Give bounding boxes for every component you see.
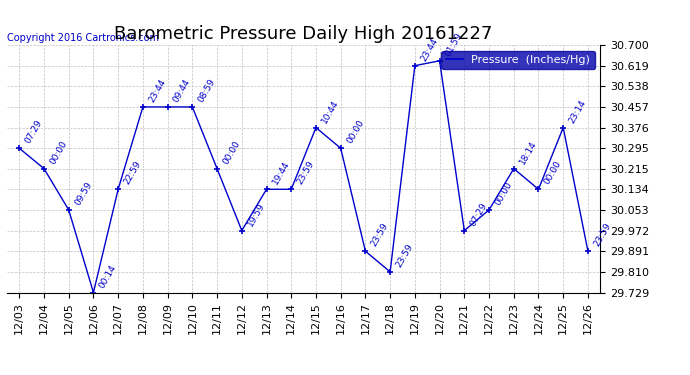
Text: 23:59: 23:59 (592, 222, 613, 248)
Text: 07:29: 07:29 (469, 201, 489, 228)
Text: 23:59: 23:59 (295, 160, 316, 186)
Text: 19:44: 19:44 (270, 160, 291, 186)
Text: 00:00: 00:00 (345, 118, 366, 146)
Text: 00:00: 00:00 (221, 139, 242, 166)
Text: 07:29: 07:29 (23, 118, 44, 146)
Text: 09:44: 09:44 (172, 78, 193, 104)
Text: 08:59: 08:59 (197, 77, 217, 104)
Text: 18:14: 18:14 (518, 139, 539, 166)
Text: Copyright 2016 Cartronics.com: Copyright 2016 Cartronics.com (7, 33, 159, 42)
Legend: Pressure  (Inches/Hg): Pressure (Inches/Hg) (442, 51, 595, 69)
Text: 01:59: 01:59 (444, 31, 464, 58)
Text: 00:00: 00:00 (542, 160, 564, 186)
Text: 09:59: 09:59 (73, 180, 94, 207)
Text: 10:44: 10:44 (320, 98, 341, 125)
Text: 22:59: 22:59 (122, 160, 143, 186)
Text: 00:00: 00:00 (48, 139, 69, 166)
Text: 23:14: 23:14 (567, 98, 588, 125)
Text: 19:59: 19:59 (246, 201, 267, 228)
Text: 23:44: 23:44 (147, 78, 168, 104)
Text: 23:59: 23:59 (370, 222, 391, 248)
Text: 00:00: 00:00 (493, 180, 514, 207)
Text: 00:14: 00:14 (97, 263, 118, 290)
Text: 23:44: 23:44 (419, 36, 440, 63)
Title: Barometric Pressure Daily High 20161227: Barometric Pressure Daily High 20161227 (115, 26, 493, 44)
Text: 23:59: 23:59 (394, 242, 415, 269)
